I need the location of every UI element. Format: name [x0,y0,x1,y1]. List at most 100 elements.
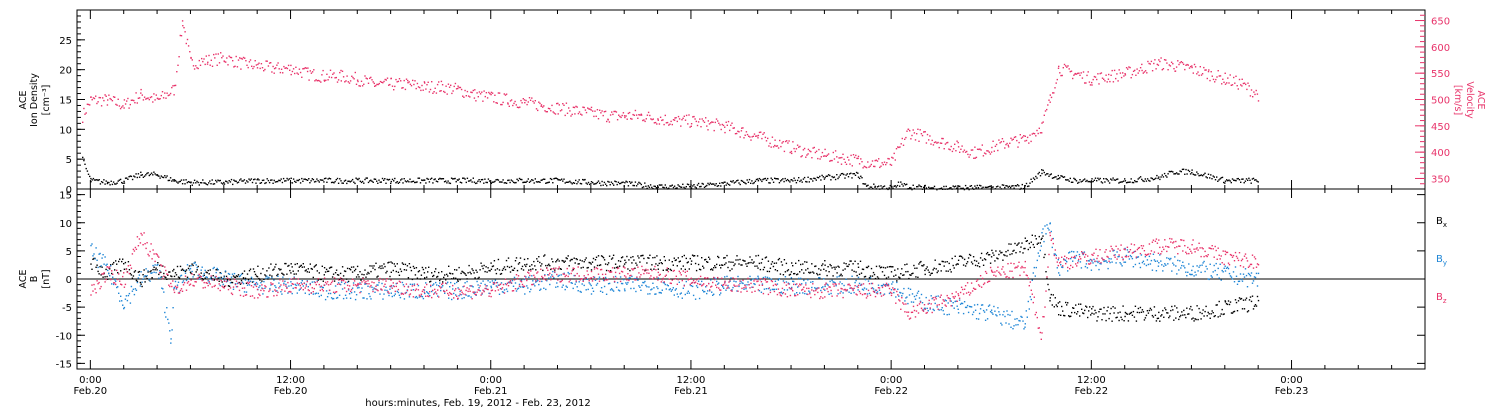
velocity-point [360,85,361,86]
density-point [144,176,145,177]
velocity-point [716,118,717,119]
by-point [997,307,998,308]
velocity-point [219,62,220,63]
velocity-point [500,104,501,105]
by-point [281,293,282,294]
bx-point [419,270,420,271]
bx-point [539,262,540,263]
density-point [765,178,766,179]
by-point [398,292,399,293]
density-point [224,183,225,184]
by-point [942,307,943,308]
by-point [953,302,954,303]
by-point [1156,270,1157,271]
bx-point [540,265,541,266]
density-point [727,183,728,184]
bx-point [1181,311,1182,312]
density-point [663,187,664,188]
density-point [781,179,782,180]
bz-point [115,284,116,285]
velocity-point [1258,100,1259,101]
bx-point [325,271,326,272]
velocity-point [817,158,818,159]
velocity-point [1114,70,1115,71]
bx-point [559,260,560,261]
velocity-point [754,133,755,134]
bx-point [505,269,506,270]
by-point [1258,273,1259,274]
by-point [551,274,552,275]
velocity-point [1071,71,1072,72]
by-point [1171,270,1172,271]
bx-point [258,278,259,279]
velocity-point [1189,67,1190,68]
bx-point [896,280,897,281]
velocity-point [168,95,169,96]
density-point [636,185,637,186]
bx-point [1066,304,1067,305]
bx-point [450,273,451,274]
bx-point [916,268,917,269]
bz-point [126,269,127,270]
velocity-point [987,150,988,151]
bz-point [220,290,221,291]
density-point [909,187,910,188]
by-point [619,290,620,291]
velocity-point [382,82,383,83]
bx-point [632,256,633,257]
density-point [1240,182,1241,183]
velocity-point [1086,75,1087,76]
velocity-point [850,155,851,156]
bz-point [94,288,95,289]
velocity-point [1017,146,1018,147]
density-point [254,179,255,180]
velocity-point [894,153,895,154]
density-point [1221,177,1222,178]
density-point [608,181,609,182]
bx-point [652,257,653,258]
bx-point [561,269,562,270]
velocity-point [1215,79,1216,80]
velocity-point [343,76,344,77]
velocity-point [913,129,914,130]
density-point [400,179,401,180]
by-point [1217,274,1218,275]
by-point [761,292,762,293]
bz-point [173,289,174,290]
density-point [454,178,455,179]
bz-point [280,284,281,285]
density-point [856,172,857,173]
density-point [879,188,880,189]
by-point [903,288,904,289]
bx-point [444,274,445,275]
by-point [963,313,964,314]
velocity-point [203,58,204,59]
bz-point [186,290,187,291]
density-point [1205,176,1206,177]
velocity-point [424,82,425,83]
bx-point [609,256,610,257]
bx-point [1224,313,1225,314]
velocity-point [430,89,431,90]
velocity-point [977,149,978,150]
density-point [1041,173,1042,174]
by-point [145,268,146,269]
velocity-tick-label: 650 [1431,17,1450,28]
density-point [624,182,625,183]
density-point [301,178,302,179]
by-point [463,297,464,298]
bx-point [128,261,129,262]
density-point [696,187,697,188]
by-point [1190,274,1191,275]
by-point [287,292,288,293]
bx-point [639,261,640,262]
density-point [1256,181,1257,182]
bx-point [991,250,992,251]
bx-point [466,278,467,279]
by-point [850,293,851,294]
by-point [681,292,682,293]
velocity-point [611,111,612,112]
by-point [1089,260,1090,261]
bx-point [210,269,211,270]
bx-point [1108,318,1109,319]
